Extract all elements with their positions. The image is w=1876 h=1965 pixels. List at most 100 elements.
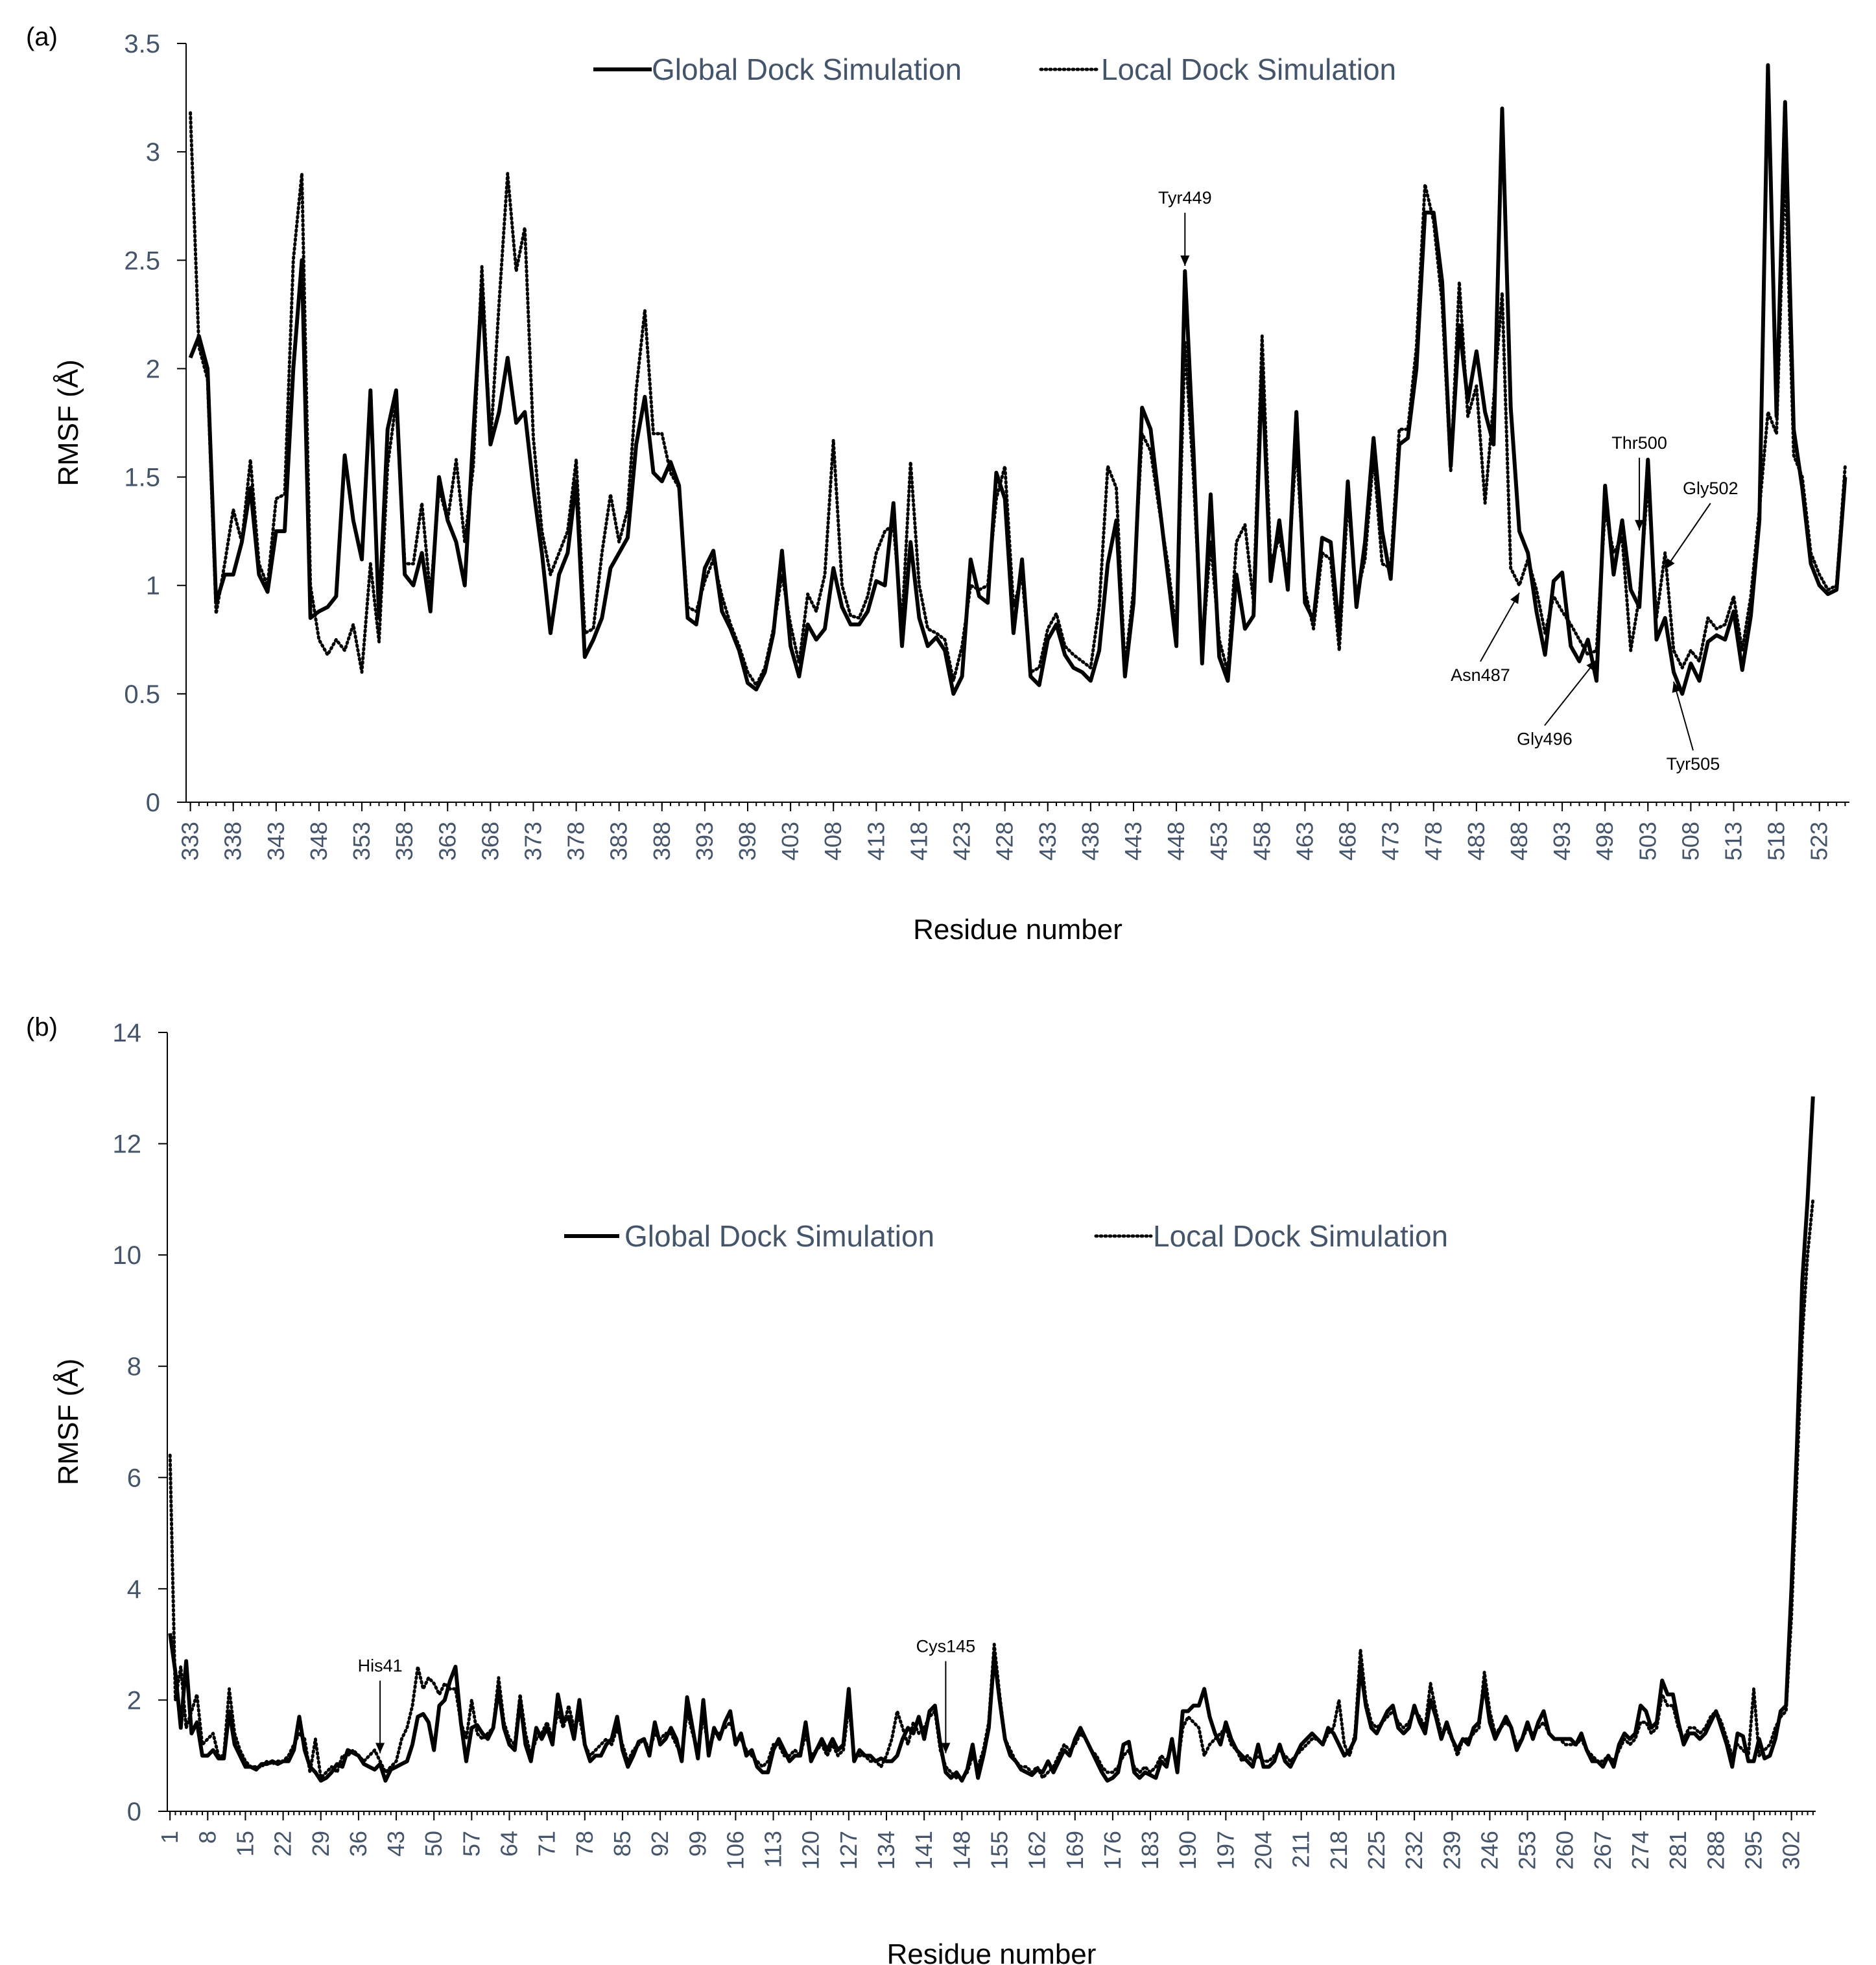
annotation-arrow-head (1672, 682, 1681, 693)
x-tick-label: 413 (862, 822, 889, 861)
y-axis-title: RMSF (Å) (53, 1359, 84, 1486)
x-tick-label: 503 (1634, 822, 1661, 861)
x-tick-label: 232 (1401, 1831, 1427, 1870)
x-tick-label: 99 (684, 1831, 711, 1857)
x-tick-label: 204 (1250, 1831, 1277, 1870)
x-tick-label: 155 (986, 1831, 1012, 1870)
x-tick-label: 398 (734, 822, 761, 861)
x-axis-title: Residue number (887, 1938, 1097, 1965)
x-tick-label: 373 (519, 822, 546, 861)
x-tick-label: 253 (1514, 1831, 1541, 1870)
x-tick-label: 493 (1549, 822, 1575, 861)
y-tick-label: 2 (127, 1686, 141, 1715)
x-tick-label: 85 (609, 1831, 635, 1857)
annotation-label: Asn487 (1451, 665, 1510, 685)
x-tick-label: 523 (1806, 822, 1833, 861)
y-tick-label: 0.5 (124, 680, 160, 709)
x-tick-label: 453 (1205, 822, 1232, 861)
x-tick-label: 281 (1665, 1831, 1691, 1870)
local-dock-series-line (168, 1197, 1815, 1780)
annotation-label: Thr500 (1611, 433, 1667, 453)
x-tick-label: 403 (777, 822, 803, 861)
x-tick-label: 463 (1291, 822, 1318, 861)
annotation-label: His41 (358, 1656, 403, 1676)
x-tick-label: 348 (305, 822, 332, 861)
x-tick-label: 190 (1174, 1831, 1201, 1870)
x-tick-label: 92 (647, 1831, 673, 1857)
y-tick-label: 1 (146, 572, 160, 601)
x-tick-label: 378 (563, 822, 589, 861)
x-tick-label: 473 (1377, 822, 1404, 861)
annotation-arrow-head (1510, 593, 1519, 604)
legend: Global Dock Simulation Local Dock Simulat… (593, 53, 1396, 86)
x-tick-label: 106 (722, 1831, 748, 1870)
annotation-arrow-head (1180, 256, 1190, 266)
annotation-arrow-line (1672, 681, 1694, 751)
y-tick-label: 14 (113, 1019, 142, 1047)
annotation: Tyr505 (1667, 681, 1720, 774)
x-tick-label: 458 (1248, 822, 1275, 861)
y-tick-label: 0 (146, 789, 160, 817)
x-tick-label: 260 (1552, 1831, 1578, 1870)
y-tick-label: 0 (127, 1798, 141, 1826)
x-tick-label: 513 (1720, 822, 1747, 861)
x-tick-label: 183 (1137, 1831, 1163, 1870)
x-tick-label: 333 (177, 822, 204, 861)
x-tick-label: 169 (1062, 1831, 1088, 1870)
x-tick-label: 71 (534, 1831, 560, 1857)
x-tick-label: 488 (1506, 822, 1532, 861)
x-tick-label: 478 (1420, 822, 1447, 861)
annotation-arrow-head (1635, 519, 1644, 530)
x-tick-label: 343 (263, 822, 289, 861)
x-tick-label: 358 (391, 822, 418, 861)
annotation-arrow-head (1665, 558, 1675, 569)
annotation-arrow-head (375, 1743, 385, 1754)
x-tick-label: 29 (307, 1831, 334, 1857)
x-tick-label: 288 (1702, 1831, 1729, 1870)
legend-global-label: Global Dock Simulation (624, 1219, 934, 1253)
x-tick-label: 78 (571, 1831, 598, 1857)
x-tick-label: 448 (1163, 822, 1189, 861)
x-tick-label: 498 (1591, 822, 1618, 861)
x-tick-label: 64 (496, 1831, 523, 1857)
x-tick-label: 141 (910, 1831, 937, 1870)
x-tick-label: 15 (232, 1831, 258, 1857)
x-tick-label: 433 (1034, 822, 1061, 861)
x-tick-label: 383 (606, 822, 632, 861)
annotation-arrow-line (1664, 503, 1711, 570)
annotation-label: Gly496 (1517, 730, 1573, 749)
y-tick-label: 8 (127, 1353, 141, 1381)
x-tick-label: 368 (477, 822, 503, 861)
x-tick-label: 418 (905, 822, 932, 861)
x-tick-label: 363 (434, 822, 460, 861)
legend-local-label: Local Dock Simulation (1153, 1219, 1448, 1253)
x-tick-label: 508 (1677, 822, 1704, 861)
x-tick-label: 127 (835, 1831, 862, 1870)
x-tick-label: 1 (156, 1831, 183, 1844)
y-tick-label: 12 (113, 1130, 142, 1159)
annotation-label: Gly502 (1683, 479, 1739, 498)
x-tick-label: 148 (948, 1831, 975, 1870)
legend-global-label: Global Dock Simulation (652, 53, 962, 86)
x-tick-label: 428 (991, 822, 1018, 861)
annotation-arrow-head (1586, 660, 1597, 671)
annotation: Cys145 (916, 1637, 975, 1754)
x-tick-label: 120 (798, 1831, 824, 1870)
x-tick-label: 483 (1463, 822, 1490, 861)
annotation-arrow-line (1544, 660, 1597, 726)
x-tick-label: 518 (1763, 822, 1790, 861)
annotation-arrow-head (941, 1743, 951, 1754)
x-tick-label: 218 (1325, 1831, 1352, 1870)
y-tick-label: 2.5 (124, 246, 160, 275)
x-tick-label: 239 (1438, 1831, 1465, 1870)
y-tick-label: 2 (146, 355, 160, 383)
x-tick-label: 134 (873, 1831, 899, 1870)
y-tick-label: 1.5 (124, 464, 160, 492)
x-tick-label: 22 (270, 1831, 296, 1857)
x-tick-label: 113 (760, 1831, 787, 1868)
y-tick-label: 3 (146, 138, 160, 167)
annotation-label: Tyr449 (1158, 188, 1212, 208)
y-tick-label: 6 (127, 1464, 141, 1492)
